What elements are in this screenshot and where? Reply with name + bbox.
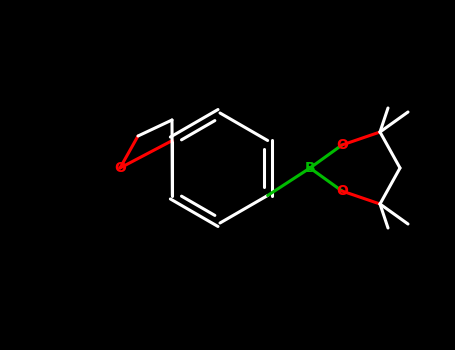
Text: O: O xyxy=(336,138,348,152)
Text: B: B xyxy=(305,161,315,175)
Text: O: O xyxy=(336,184,348,198)
Text: O: O xyxy=(114,161,126,175)
